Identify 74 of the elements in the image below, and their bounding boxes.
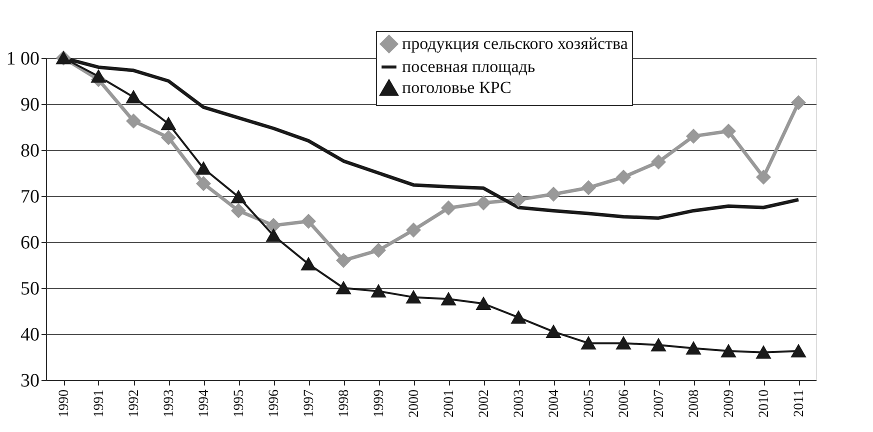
x-tick-label: 1996	[267, 390, 282, 418]
point	[581, 336, 596, 350]
point	[91, 70, 106, 83]
x-tick-label: 2005	[582, 390, 597, 418]
point	[721, 124, 736, 138]
point	[266, 218, 281, 233]
point	[581, 180, 596, 195]
point	[231, 190, 246, 204]
point	[791, 344, 806, 358]
x-tick-label: 2009	[722, 390, 737, 418]
point	[371, 284, 386, 298]
legend-label: посевная площадь	[402, 57, 536, 76]
point	[301, 214, 316, 228]
point	[686, 342, 701, 355]
y-tick-label: 50	[20, 278, 40, 300]
point	[686, 129, 701, 144]
point	[546, 325, 561, 338]
y-tick-label: 1 00	[6, 48, 40, 70]
y-tick-label: 80	[20, 140, 40, 162]
x-tick-label: 1994	[197, 390, 212, 418]
x-tick-label: 2003	[512, 390, 527, 418]
point	[196, 162, 211, 175]
x-tick-label: 2007	[652, 390, 667, 418]
x-tick-label: 2008	[687, 390, 702, 418]
x-tick-label: 2010	[757, 390, 772, 418]
legend-label: продукция сельского хозяйства	[402, 34, 628, 53]
y-tick-label: 70	[20, 186, 40, 208]
x-tick-label: 2000	[407, 390, 422, 418]
x-tick-label: 2006	[617, 390, 632, 418]
point	[371, 243, 386, 258]
point	[231, 204, 246, 218]
y-tick-label: 30	[20, 370, 40, 392]
point	[196, 176, 211, 191]
point	[441, 292, 456, 306]
point	[546, 187, 561, 202]
point	[511, 311, 526, 324]
x-tick-label: 1992	[127, 390, 142, 418]
point	[266, 229, 281, 242]
point	[616, 170, 631, 184]
point	[126, 114, 141, 128]
point	[511, 192, 526, 207]
x-tick-label: 1998	[337, 390, 352, 418]
point	[336, 253, 351, 268]
point	[791, 95, 806, 110]
point	[616, 336, 631, 350]
x-tick-label: 1991	[92, 390, 107, 418]
point	[721, 344, 736, 358]
point	[651, 338, 666, 352]
point	[651, 154, 666, 170]
x-tick-label: 2001	[442, 390, 457, 418]
point	[301, 258, 316, 270]
point	[161, 130, 176, 145]
point	[756, 346, 771, 359]
point	[476, 196, 491, 210]
point	[336, 282, 351, 294]
y-tick-label: 60	[20, 232, 40, 254]
legend-label: поголовье КРС	[402, 78, 512, 97]
point	[406, 222, 421, 238]
point	[406, 290, 421, 304]
point	[126, 90, 141, 104]
x-tick-label: 2011	[792, 390, 807, 417]
y-tick-label: 90	[20, 94, 40, 116]
x-tick-label: 1999	[372, 390, 387, 418]
point	[756, 170, 771, 184]
x-tick-label: 1997	[302, 390, 317, 418]
point	[441, 200, 456, 216]
x-tick-label: 2002	[477, 390, 492, 418]
x-tick-label: 2004	[547, 390, 562, 418]
x-tick-label: 1993	[162, 390, 177, 418]
x-tick-label: 1990	[57, 390, 72, 418]
point	[476, 297, 491, 310]
point	[161, 117, 176, 130]
x-tick-label: 1995	[232, 390, 247, 418]
y-tick-label: 40	[20, 324, 40, 346]
